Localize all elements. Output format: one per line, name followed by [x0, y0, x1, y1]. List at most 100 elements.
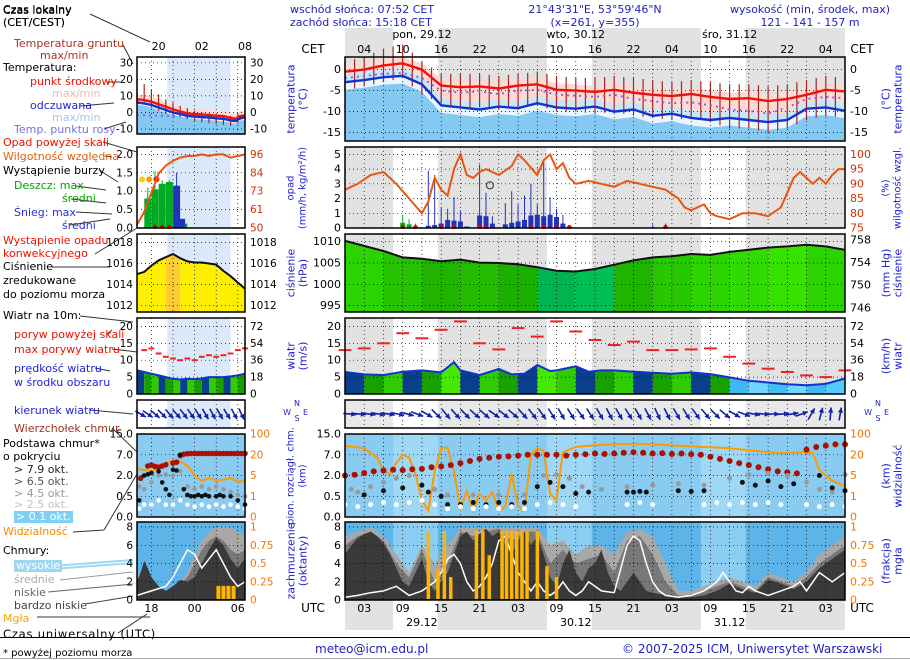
svg-text:1: 1 — [850, 490, 857, 503]
svg-text:20: 20 — [850, 448, 864, 461]
svg-text:1012: 1012 — [106, 300, 133, 312]
svg-text:75: 75 — [850, 222, 864, 235]
svg-text:1014: 1014 — [106, 279, 133, 291]
svg-text:0: 0 — [250, 512, 257, 524]
local-time-label: Czas lokalny — [3, 3, 72, 16]
copyright-text: © 2007-2025 ICM, Uniwersytet Warszawski — [622, 642, 883, 656]
sidebar-label-wilgotnosc: Wilgotność względna — [3, 150, 120, 163]
sidebar-label-czas-lokalny: Czas lokalny — [3, 4, 72, 17]
svg-text:W: W — [283, 408, 291, 417]
sidebar-label-srednie: średnie — [14, 573, 55, 586]
svg-text:0: 0 — [334, 388, 341, 401]
svg-text:śro, 31.12: śro, 31.12 — [702, 28, 757, 41]
sidebar-label-punkt-rosy: Temp. punktu rosy — [14, 123, 116, 136]
altitude-label: wysokość (min, środek, max) — [729, 3, 891, 16]
svg-text:20: 20 — [120, 321, 133, 333]
sidebar-label-czas-utc: Czas uniwersalny (UTC) — [3, 627, 157, 641]
svg-text:72: 72 — [250, 321, 263, 333]
svg-text:30.12: 30.12 — [560, 616, 592, 629]
svg-text:0.5: 0.5 — [324, 490, 342, 503]
svg-text:1000: 1000 — [313, 278, 341, 291]
svg-text:1016: 1016 — [250, 258, 277, 270]
sidebar-label-poryw-skali: poryw powyżej skali — [14, 328, 125, 341]
svg-text:1: 1 — [250, 491, 257, 503]
sidebar-label-punkt-srodkowy: punkt środkowy — [30, 75, 118, 88]
svg-text:-10: -10 — [323, 105, 341, 118]
svg-text:10: 10 — [703, 43, 717, 56]
svg-text:746: 746 — [850, 302, 871, 315]
contact-email-link[interactable]: meteo@icm.edu.pl — [315, 642, 429, 656]
svg-text:995: 995 — [320, 299, 341, 312]
svg-text:UTC: UTC — [850, 601, 874, 615]
svg-text:0.0: 0.0 — [324, 511, 342, 524]
svg-text:UTC: UTC — [301, 601, 325, 615]
svg-text:04: 04 — [665, 43, 679, 56]
svg-text:31.12: 31.12 — [714, 616, 746, 629]
svg-text:0: 0 — [334, 63, 341, 76]
svg-text:16: 16 — [742, 43, 756, 56]
svg-text:0: 0 — [126, 107, 133, 119]
svg-text:0.25: 0.25 — [250, 576, 273, 588]
axis-title-left-5: zachmurzenie (oktanty) — [284, 522, 310, 600]
sidebar-label-odczuwana: odczuwana — [30, 99, 92, 112]
svg-text:5: 5 — [850, 469, 857, 482]
svg-text:758: 758 — [850, 233, 871, 246]
svg-text:0: 0 — [334, 222, 341, 235]
sidebar-label-predkosc-2: w środku obszaru — [14, 376, 111, 389]
svg-text:03: 03 — [357, 602, 371, 615]
svg-text:1005: 1005 — [313, 256, 341, 269]
svg-text:1.0: 1.0 — [116, 186, 133, 198]
axis-title-right-1: (%) wilgotność wzgl. — [880, 146, 904, 230]
svg-text:pon, 29.12: pon, 29.12 — [392, 28, 451, 41]
svg-text:0: 0 — [334, 594, 341, 607]
svg-text:-10: -10 — [850, 105, 868, 118]
svg-text:S: S — [875, 414, 880, 423]
svg-text:03: 03 — [819, 602, 833, 615]
svg-text:22: 22 — [780, 43, 794, 56]
svg-text:20: 20 — [250, 74, 263, 86]
svg-text:84: 84 — [250, 167, 264, 179]
svg-text:8: 8 — [126, 522, 133, 534]
axis-title-right-3: (km/h) wiatr — [879, 337, 905, 375]
svg-text:21: 21 — [626, 602, 640, 615]
sidebar-label-snieg-max: Śnieg: max — [14, 206, 76, 219]
sidebar-label-niskie: niskie — [14, 586, 46, 599]
svg-text:16: 16 — [588, 43, 602, 56]
sidebar-label-odczuwana-maxmin: max/min — [52, 111, 101, 124]
svg-text:10: 10 — [120, 355, 133, 367]
svg-text:0.0: 0.0 — [116, 223, 133, 235]
sidebar-label-cisnienie-3: do poziomu morza — [3, 288, 106, 301]
svg-text:15: 15 — [588, 602, 602, 615]
grid-point-text: (x=261, y=355) — [550, 16, 640, 29]
svg-text:1016: 1016 — [106, 258, 133, 270]
svg-text:2: 2 — [126, 576, 133, 588]
svg-text:4: 4 — [334, 557, 341, 570]
svg-text:100: 100 — [850, 428, 871, 441]
axis-title-right-4: (km) widzialność — [879, 444, 905, 508]
svg-text:18: 18 — [144, 602, 158, 615]
sidebar-label-note-asl: * powyżej poziomu morza — [3, 648, 133, 659]
svg-text:0.5: 0.5 — [250, 558, 267, 570]
svg-text:1: 1 — [850, 521, 857, 534]
bottom-border — [0, 658, 910, 659]
svg-text:100: 100 — [250, 429, 270, 441]
svg-text:5: 5 — [250, 470, 257, 482]
svg-text:09: 09 — [703, 602, 717, 615]
svg-text:0: 0 — [850, 63, 857, 76]
sidebar-label-okt-79: > 7.9 okt. — [14, 463, 69, 476]
svg-text:E: E — [303, 408, 308, 417]
sidebar-label-chmury: Chmury: — [3, 544, 50, 557]
axis-title-right-0: (°C) temperatura — [879, 64, 905, 134]
sidebar-label-opad-konw-1: Wystąpienie opadu — [3, 234, 109, 247]
svg-text:4: 4 — [126, 558, 133, 570]
sidebar-label-widzialnosc: Widzialność — [3, 525, 68, 538]
svg-text:15: 15 — [327, 337, 341, 350]
svg-text:1: 1 — [334, 207, 341, 220]
sidebar-label-wysokie: wysokie — [14, 559, 63, 572]
svg-text:-10: -10 — [250, 124, 267, 136]
svg-text:-5: -5 — [850, 84, 861, 97]
svg-text:90: 90 — [850, 177, 864, 190]
svg-text:03: 03 — [665, 602, 679, 615]
